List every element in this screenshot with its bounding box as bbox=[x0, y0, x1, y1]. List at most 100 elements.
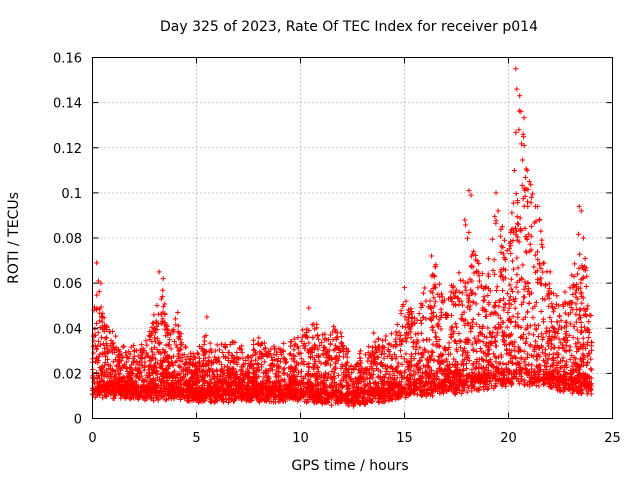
data-point bbox=[515, 289, 521, 295]
data-point bbox=[515, 221, 522, 227]
data-point bbox=[521, 294, 528, 300]
data-point bbox=[507, 282, 513, 288]
data-point bbox=[469, 319, 475, 326]
data-point bbox=[486, 347, 492, 353]
data-point bbox=[524, 309, 530, 315]
data-point bbox=[243, 357, 249, 364]
data-point bbox=[509, 258, 516, 264]
data-point bbox=[535, 333, 542, 340]
data-point bbox=[557, 388, 563, 394]
data-point bbox=[411, 355, 417, 362]
data-point bbox=[465, 320, 471, 326]
data-point bbox=[154, 302, 160, 309]
data-point bbox=[521, 203, 527, 209]
data-point bbox=[530, 332, 537, 338]
data-point bbox=[291, 336, 297, 342]
data-point bbox=[470, 316, 476, 323]
data-point bbox=[586, 319, 592, 325]
data-point bbox=[515, 265, 521, 271]
data-point bbox=[492, 324, 498, 330]
data-points bbox=[89, 66, 595, 409]
data-point bbox=[519, 376, 525, 382]
data-point bbox=[491, 351, 497, 357]
data-point bbox=[573, 301, 579, 307]
data-point bbox=[526, 331, 532, 337]
data-point bbox=[488, 378, 494, 384]
data-point bbox=[539, 344, 545, 350]
data-point bbox=[480, 350, 487, 356]
data-point bbox=[588, 356, 594, 362]
data-point bbox=[413, 350, 419, 357]
data-point bbox=[587, 312, 593, 318]
data-point bbox=[256, 335, 262, 341]
data-point bbox=[569, 390, 575, 396]
data-point bbox=[525, 288, 531, 295]
data-point bbox=[534, 357, 540, 363]
data-point bbox=[585, 303, 591, 309]
data-point bbox=[534, 249, 541, 255]
data-point bbox=[574, 336, 581, 342]
data-point bbox=[338, 333, 345, 340]
data-point bbox=[524, 199, 531, 205]
data-point bbox=[576, 340, 582, 346]
data-point bbox=[566, 348, 573, 354]
data-point bbox=[269, 357, 275, 364]
data-point bbox=[485, 292, 491, 299]
data-point bbox=[160, 287, 166, 293]
data-point bbox=[429, 348, 435, 354]
data-point bbox=[585, 350, 592, 357]
data-point bbox=[575, 231, 582, 237]
data-point bbox=[262, 359, 268, 365]
data-point bbox=[394, 332, 400, 338]
data-point bbox=[315, 365, 321, 371]
data-point bbox=[584, 362, 590, 369]
data-point bbox=[513, 191, 519, 197]
data-point bbox=[552, 344, 558, 351]
data-point bbox=[432, 330, 438, 336]
data-point bbox=[159, 293, 166, 300]
data-point bbox=[239, 350, 245, 356]
data-point bbox=[578, 324, 584, 330]
data-point bbox=[471, 270, 477, 276]
data-point bbox=[395, 360, 401, 366]
data-point bbox=[127, 396, 133, 402]
data-point bbox=[514, 255, 520, 261]
data-point bbox=[144, 342, 150, 348]
data-point bbox=[281, 340, 287, 347]
data-point bbox=[501, 307, 507, 313]
data-point bbox=[456, 270, 462, 276]
data-point bbox=[453, 287, 459, 293]
data-point bbox=[105, 356, 111, 363]
data-point bbox=[571, 323, 577, 329]
data-point bbox=[459, 290, 465, 296]
data-point bbox=[500, 333, 506, 339]
data-point bbox=[522, 225, 528, 232]
data-point bbox=[298, 356, 304, 362]
data-point bbox=[366, 355, 372, 361]
data-point bbox=[588, 391, 594, 397]
data-point bbox=[526, 361, 532, 367]
data-point bbox=[517, 334, 524, 341]
data-point bbox=[95, 330, 101, 336]
data-point bbox=[418, 330, 424, 336]
data-point bbox=[546, 352, 552, 358]
data-point bbox=[517, 93, 523, 99]
data-point bbox=[456, 330, 462, 337]
data-point bbox=[413, 344, 419, 350]
data-point bbox=[462, 222, 469, 228]
data-point bbox=[155, 336, 161, 342]
data-point bbox=[358, 348, 364, 354]
data-point bbox=[423, 298, 429, 304]
data-point bbox=[528, 200, 534, 206]
data-point bbox=[121, 343, 127, 349]
data-point bbox=[518, 324, 524, 330]
data-point bbox=[424, 356, 430, 362]
data-point bbox=[173, 322, 179, 328]
data-point bbox=[287, 351, 293, 357]
data-point bbox=[537, 362, 543, 368]
data-point bbox=[271, 352, 277, 358]
data-point bbox=[277, 359, 284, 365]
data-point bbox=[330, 377, 336, 383]
data-point bbox=[402, 368, 408, 374]
data-point bbox=[457, 345, 463, 351]
